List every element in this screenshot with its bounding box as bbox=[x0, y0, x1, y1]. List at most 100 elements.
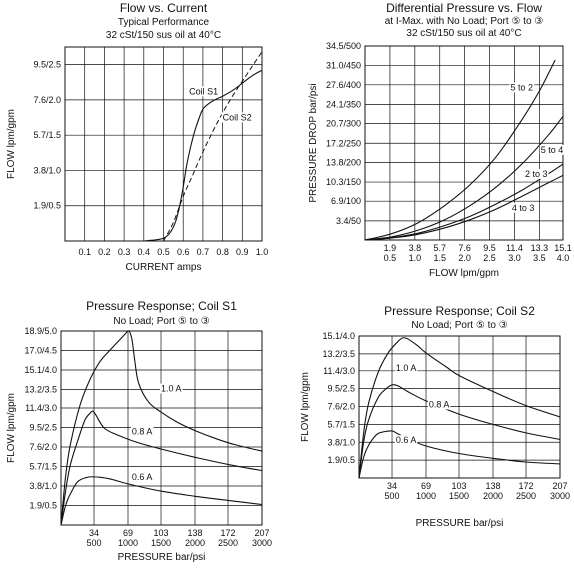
x-tick-label-secondary: 1500 bbox=[449, 491, 469, 501]
y-tick-label: 13.2/3.5 bbox=[24, 385, 57, 395]
x-axis-label: FLOW lpm/gpm bbox=[429, 268, 499, 279]
series-label: 0.6 A bbox=[396, 435, 417, 445]
x-tick-label: 207 bbox=[254, 528, 269, 538]
y-tick-label: 3.8/1.0 bbox=[33, 165, 61, 175]
y-tick-label: 15.1/4.0 bbox=[24, 365, 57, 375]
y-tick-label: 3.8/1.0 bbox=[327, 437, 355, 447]
plot-frame bbox=[358, 335, 561, 479]
x-axis-label: PRESSURE bar/psi bbox=[118, 552, 206, 563]
chart-subtitle: at I-Max. with No Load; Port ⑤ to ③ bbox=[385, 16, 544, 27]
x-tick-label: 9.5 bbox=[483, 243, 496, 253]
y-tick-label: 1.9/0.5 bbox=[29, 500, 57, 510]
series-line-0-8-a bbox=[60, 410, 263, 526]
x-tick-label: 0.6 bbox=[177, 247, 190, 257]
y-tick-label: 13.8/200 bbox=[326, 157, 361, 167]
x-tick-label: 1.0 bbox=[256, 247, 269, 257]
chart-subtitle: 32 cSt/150 sus oil at 40°C bbox=[406, 28, 521, 39]
y-tick-label: 9.5/2.5 bbox=[327, 384, 355, 394]
series-line-4-to-3 bbox=[364, 174, 564, 241]
series-line-0-8-a bbox=[358, 384, 561, 479]
x-tick-label: 0.5 bbox=[157, 247, 170, 257]
x-tick-label: 1.9 bbox=[384, 243, 397, 253]
y-tick-label: 7.6/2.0 bbox=[327, 402, 355, 412]
y-tick-label: 1.9/0.5 bbox=[33, 201, 61, 211]
y-tick-label: 27.6/400 bbox=[326, 80, 361, 90]
x-tick-label: 69 bbox=[123, 528, 133, 538]
x-axis-label: PRESSURE bar/psi bbox=[416, 518, 504, 529]
x-tick-label: 0.9 bbox=[236, 247, 249, 257]
y-tick-label: 10.3/150 bbox=[326, 177, 361, 187]
x-tick-label: 11.4 bbox=[506, 243, 523, 253]
y-tick-label: 15.1/4.0 bbox=[322, 331, 355, 341]
y-axis-label: FLOW lpm/gpm bbox=[6, 393, 17, 463]
series-line-0-6-a bbox=[60, 476, 263, 526]
y-tick-label: 18.9/5.0 bbox=[24, 326, 57, 336]
x-axis-label: CURRENT amps bbox=[126, 262, 202, 273]
y-tick-label: 11.4/3.0 bbox=[323, 366, 355, 376]
y-tick-label: 17.2/250 bbox=[326, 138, 361, 148]
x-tick-label-secondary: 1000 bbox=[118, 538, 138, 548]
x-tick-label-secondary: 2500 bbox=[218, 538, 238, 548]
x-tick-label: 103 bbox=[451, 481, 466, 491]
series-label: 5 to 4 bbox=[541, 145, 564, 155]
series-label-bg bbox=[188, 86, 220, 97]
chart-title: Pressure Response; Coil S2 bbox=[384, 304, 535, 318]
y-tick-label: 6.9/100 bbox=[331, 196, 361, 206]
x-tick-label: 0.3 bbox=[118, 247, 131, 257]
y-tick-label: 24.1/350 bbox=[326, 99, 361, 109]
chart-subtitle: Typical Performance bbox=[118, 17, 210, 28]
chart-1: Flow vs. Current Typical Performance 32 cS… bbox=[6, 1, 268, 273]
x-tick-label-secondary: 3.0 bbox=[508, 253, 521, 263]
series-line-5-to-4 bbox=[364, 115, 564, 241]
series-label-bg bbox=[539, 144, 565, 155]
x-tick-label-secondary: 500 bbox=[86, 538, 101, 548]
series-label-bg bbox=[523, 169, 549, 180]
series-label-bg bbox=[509, 82, 535, 93]
series-label-bg bbox=[130, 426, 154, 437]
series-label: 2 to 3 bbox=[525, 169, 548, 179]
x-tick-label-secondary: 0.5 bbox=[384, 253, 397, 263]
y-tick-label: 11.4/3.0 bbox=[25, 403, 57, 413]
y-tick-label: 9.5/2.5 bbox=[29, 422, 57, 432]
series-label-bg bbox=[510, 202, 536, 213]
chart-title: Differential Pressure vs. Flow bbox=[386, 1, 542, 15]
y-tick-label: 3.8/1.0 bbox=[29, 481, 57, 491]
series-label: Coil S1 bbox=[189, 86, 218, 96]
x-tick-label: 103 bbox=[153, 528, 168, 538]
series-line-coil-s2 bbox=[163, 51, 263, 242]
x-tick-label: 13.3 bbox=[531, 243, 549, 253]
y-axis-label: PRESSURE DROP bar/psi bbox=[308, 83, 319, 202]
x-tick-label-secondary: 2500 bbox=[516, 491, 536, 501]
y-tick-label: 13.2/3.5 bbox=[322, 349, 355, 359]
x-tick-label-secondary: 2.0 bbox=[458, 253, 471, 263]
y-tick-label: 7.6/2.0 bbox=[33, 95, 61, 105]
y-tick-label: 3.4/50 bbox=[336, 216, 361, 226]
x-tick-label: 69 bbox=[421, 481, 431, 491]
x-tick-label-secondary: 4.0 bbox=[557, 253, 570, 263]
y-tick-label: 1.9/0.5 bbox=[327, 455, 355, 465]
x-tick-label-secondary: 500 bbox=[384, 491, 399, 501]
x-tick-label: 3.8 bbox=[409, 243, 422, 253]
x-tick-label-secondary: 2000 bbox=[483, 491, 503, 501]
x-tick-label: 34 bbox=[89, 528, 99, 538]
x-tick-label-secondary: 2000 bbox=[185, 538, 205, 548]
series-label-bg bbox=[130, 471, 154, 482]
series-line-0-6-a bbox=[358, 430, 561, 479]
series-label-bg bbox=[221, 112, 253, 123]
x-tick-label-secondary: 3000 bbox=[252, 538, 272, 548]
chart-subtitle: No Load; Port ⑤ to ③ bbox=[411, 320, 507, 331]
x-tick-label-secondary: 2.5 bbox=[483, 253, 496, 263]
series-label: 1.0 A bbox=[396, 363, 417, 373]
x-tick-label-secondary: 1500 bbox=[151, 538, 171, 548]
x-tick-label: 5.7 bbox=[433, 243, 446, 253]
x-tick-label: 0.4 bbox=[138, 247, 151, 257]
series-label-bg bbox=[394, 362, 418, 373]
series-label-bg bbox=[394, 435, 418, 446]
series-label: 1.0 A bbox=[161, 384, 182, 394]
series-line-coil-s1 bbox=[143, 69, 263, 242]
y-axis-label: FLOW lpm/gpm bbox=[6, 109, 17, 179]
series-label: 5 to 2 bbox=[511, 82, 534, 92]
x-tick-label: 138 bbox=[187, 528, 202, 538]
x-tick-label-secondary: 3.5 bbox=[533, 253, 546, 263]
